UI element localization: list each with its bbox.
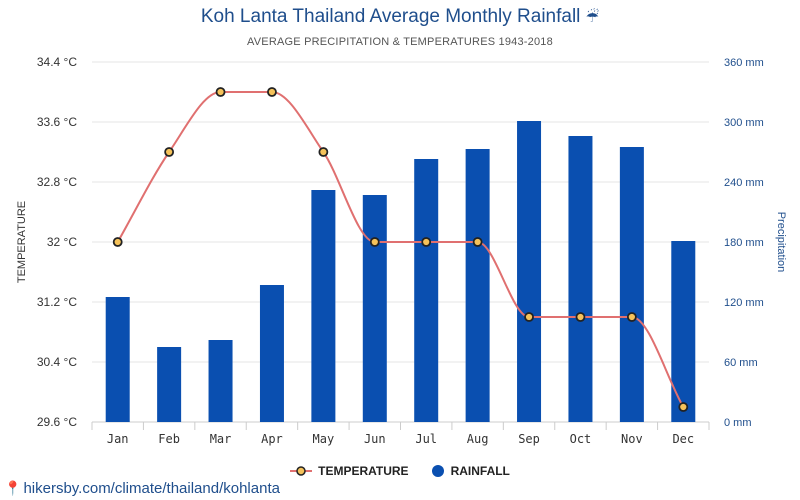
x-tick-label: Mar: [210, 432, 232, 446]
temperature-point: [678, 402, 689, 412]
temperature-point: [164, 147, 175, 157]
temperature-point: [318, 147, 329, 157]
y-left-tick-label: 34.4 °C: [37, 55, 77, 69]
source-link[interactable]: 📍 hikersby.com/climate/thailand/kohlanta: [4, 480, 280, 497]
x-tick-label: Nov: [621, 432, 643, 446]
y-right-tick-label: 300 mm: [724, 117, 764, 129]
y-right-tick-label: 180 mm: [724, 237, 764, 249]
temperature-point: [626, 312, 637, 322]
y-right-tick-label: 240 mm: [724, 177, 764, 189]
source-url: hikersby.com/climate/thailand/kohlanta: [23, 480, 280, 497]
temperature-point: [369, 237, 380, 247]
y-left-axis-title: TEMPERATURE: [16, 201, 28, 283]
rainfall-bar: [568, 136, 593, 422]
y-left-tick-label: 31.2 °C: [37, 295, 77, 309]
rainfall-bar: [465, 149, 490, 422]
legend-line-marker-icon: [290, 466, 313, 476]
x-tick-label: Dec: [672, 432, 694, 446]
y-right-tick-label: 360 mm: [724, 57, 764, 69]
x-tick-label: Jul: [415, 432, 437, 446]
legend-label-rainfall: RAINFALL: [450, 464, 510, 478]
rainfall-bar: [517, 121, 542, 422]
chart-subtitle: AVERAGE PRECIPITATION & TEMPERATURES 194…: [247, 36, 553, 48]
rainfall-bar: [362, 195, 387, 422]
legend-item-temperature[interactable]: TEMPERATURE: [290, 464, 409, 478]
y-right-axis-title: Precipitation: [775, 212, 787, 273]
rainfall-bar: [311, 190, 336, 422]
y-right-tick-label: 60 mm: [724, 357, 758, 369]
temperature-point: [421, 237, 432, 247]
legend-dot-icon: [431, 465, 444, 477]
temperature-point: [267, 87, 277, 97]
temperature-point: [524, 312, 534, 322]
x-tick-label: Aug: [467, 432, 489, 446]
y-right-tick-label: 0 mm: [724, 417, 752, 429]
legend-item-rainfall[interactable]: RAINFALL: [431, 464, 510, 478]
rainfall-bar: [157, 347, 182, 422]
x-tick-label: Apr: [261, 432, 283, 446]
rainfall-bar: [414, 159, 439, 422]
y-left-tick-label: 32.8 °C: [37, 175, 77, 189]
y-left-tick-label: 33.6 °C: [37, 115, 77, 129]
umbrella-rain-icon: ☔: [585, 8, 600, 26]
x-tick-label: Oct: [570, 432, 592, 446]
temperature-point: [575, 312, 586, 322]
temperature-line: [116, 91, 685, 408]
x-tick-label: Feb: [158, 432, 180, 446]
temperature-point: [112, 237, 123, 247]
x-tick-label: Sep: [518, 432, 540, 446]
temperature-point: [472, 237, 483, 247]
x-tick-label: Jan: [107, 432, 129, 446]
chart-title-text: Koh Lanta Thailand Average Monthly Rainf…: [200, 6, 581, 27]
chart-legend: TEMPERATURE RAINFALL: [0, 464, 800, 478]
rainfall-bar: [105, 297, 130, 422]
y-right-tick-label: 120 mm: [724, 297, 764, 309]
rainfall-bar: [671, 241, 696, 422]
temperature-point: [215, 87, 226, 97]
y-left-tick-label: 30.4 °C: [37, 355, 77, 369]
rainfall-bar: [259, 285, 284, 422]
chart-title: Koh Lanta Thailand Average Monthly Rainf…: [0, 6, 800, 28]
legend-label-temperature: TEMPERATURE: [318, 464, 409, 478]
y-left-tick-label: 29.6 °C: [37, 415, 77, 429]
rainfall-bar: [208, 340, 233, 422]
x-tick-label: Jun: [364, 432, 386, 446]
location-pin-icon: 📍: [4, 480, 22, 496]
rainfall-bar: [619, 147, 644, 422]
y-left-tick-label: 32 °C: [47, 235, 77, 249]
x-tick-label: May: [313, 432, 335, 446]
